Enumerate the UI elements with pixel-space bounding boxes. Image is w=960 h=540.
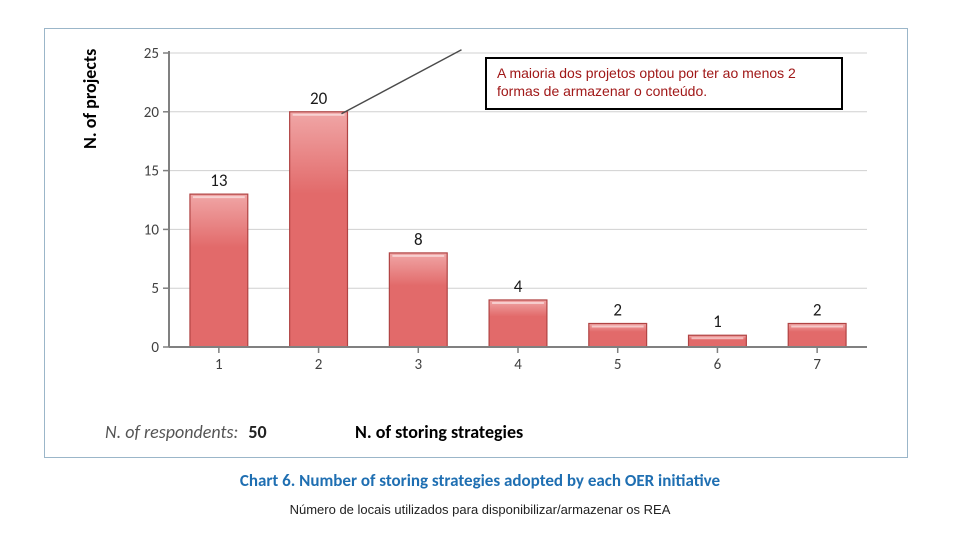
bar xyxy=(689,335,747,347)
x-tick-label: 5 xyxy=(614,356,622,374)
bar-value-label: 8 xyxy=(414,229,423,250)
bar-value-label: 2 xyxy=(613,299,622,320)
annotation-text: A maioria dos projetos optou por ter ao … xyxy=(497,65,796,99)
chart-frame: 05101520251312028344251627 A maioria dos… xyxy=(44,28,908,458)
svg-text:15: 15 xyxy=(144,163,159,181)
svg-text:20: 20 xyxy=(144,104,160,122)
svg-text:5: 5 xyxy=(151,280,159,298)
bar-value-label: 4 xyxy=(514,276,523,297)
bar xyxy=(190,194,248,347)
chart-caption: Chart 6. Number of storing strategies ad… xyxy=(0,470,960,491)
annotation-box: A maioria dos projetos optou por ter ao … xyxy=(485,57,843,110)
respondents-value: 50 xyxy=(248,421,266,443)
x-tick-label: 3 xyxy=(414,356,422,374)
respondents-note: N. of respondents: 50 xyxy=(105,421,267,443)
bar xyxy=(489,300,547,347)
bar-value-label: 2 xyxy=(813,299,822,320)
bar-value-label: 20 xyxy=(310,88,328,109)
x-tick-label: 7 xyxy=(813,356,821,374)
sub-caption: Número de locais utilizados para disponi… xyxy=(0,502,960,517)
x-tick-label: 1 xyxy=(215,356,223,374)
annotation-leader xyxy=(341,50,461,114)
x-tick-label: 4 xyxy=(514,356,522,374)
bar-value-label: 1 xyxy=(713,311,722,332)
respondents-label: N. of respondents: xyxy=(105,421,238,443)
x-axis-label: N. of storing strategies xyxy=(355,421,523,443)
svg-text:25: 25 xyxy=(144,45,159,63)
y-axis-label: N. of projects xyxy=(79,49,101,149)
svg-text:10: 10 xyxy=(144,221,160,239)
bar xyxy=(389,253,447,347)
x-tick-label: 2 xyxy=(315,356,323,374)
bar-value-label: 13 xyxy=(210,170,227,191)
svg-text:0: 0 xyxy=(151,339,159,357)
x-tick-label: 6 xyxy=(714,356,722,374)
bar xyxy=(290,112,348,347)
